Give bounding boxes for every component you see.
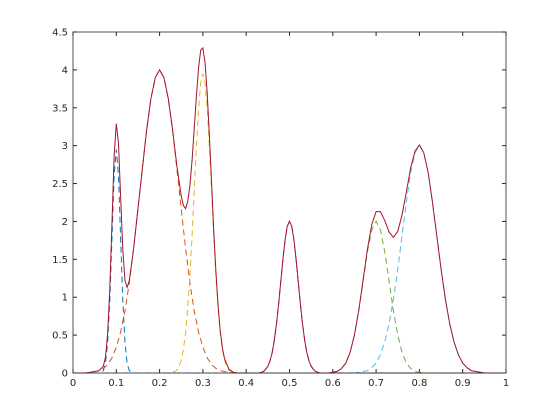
x-tick-label: 0.3 (195, 378, 211, 389)
y-tick-label: 4.5 (52, 28, 68, 39)
x-tick-label: 0.5 (282, 378, 298, 389)
series-line (73, 220, 506, 374)
x-tick-label: 0.2 (152, 378, 168, 389)
series-line (73, 144, 506, 374)
series-line (73, 46, 506, 374)
series-line (73, 149, 506, 374)
y-tick-label: 3.5 (52, 103, 68, 114)
y-tick-label: 2 (62, 217, 68, 228)
x-tick-label: 0.8 (411, 378, 427, 389)
y-tick-label: 1 (62, 293, 68, 304)
y-tick-label: 3 (62, 141, 68, 152)
axes-box (72, 31, 507, 374)
x-tick-label: 0.7 (368, 378, 384, 389)
x-tick-label: 0.9 (455, 378, 471, 389)
y-tick-label: 0.5 (52, 331, 68, 342)
x-tick-label: 1 (503, 378, 509, 389)
series-line (73, 73, 506, 374)
x-tick-label: 0 (70, 378, 76, 389)
y-tick-label: 1.5 (52, 255, 68, 266)
plot-area (73, 32, 506, 373)
x-tick-label: 0.4 (238, 378, 254, 389)
x-tick-label: 0.6 (325, 378, 341, 389)
y-tick-label: 2.5 (52, 179, 68, 190)
y-tick-label: 0 (62, 369, 68, 380)
y-tick-label: 4 (62, 65, 68, 76)
x-tick-label: 0.1 (108, 378, 124, 389)
